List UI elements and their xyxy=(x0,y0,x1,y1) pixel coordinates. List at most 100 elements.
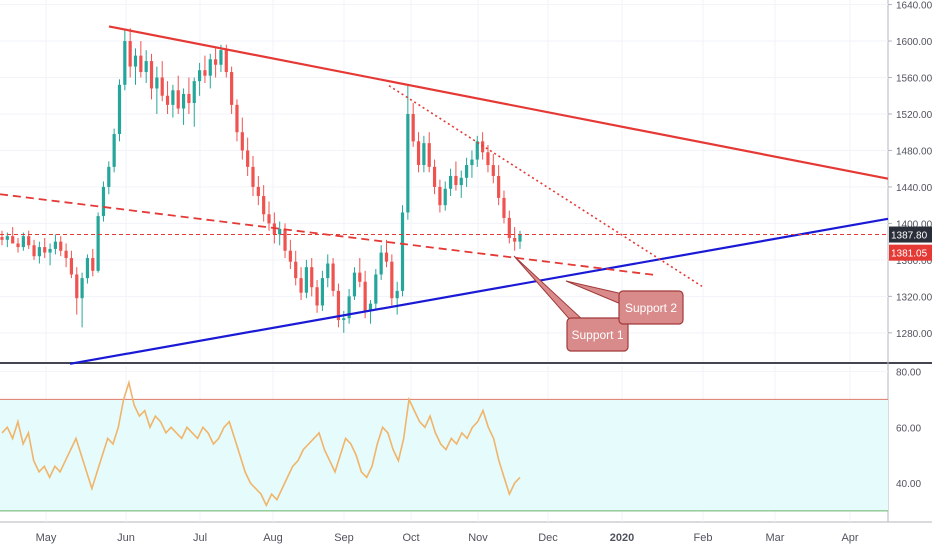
dotted-downtrend-line xyxy=(388,85,703,287)
x-tick-label: Aug xyxy=(263,532,283,544)
candle-body xyxy=(59,241,63,251)
candle-body xyxy=(320,278,325,306)
candle-body xyxy=(21,236,25,248)
y-tick-label: 1360.00 xyxy=(896,256,932,267)
oscillator-line xyxy=(1,379,521,508)
candle-body xyxy=(101,186,106,217)
candle-body xyxy=(400,212,405,291)
candle-body xyxy=(235,104,239,133)
candle-body xyxy=(80,278,84,299)
price-label-box xyxy=(889,244,932,261)
candle-body xyxy=(240,132,244,151)
candle-body xyxy=(358,272,362,282)
candle-body xyxy=(128,41,132,67)
candle-body xyxy=(368,303,373,311)
candle-body xyxy=(75,274,79,299)
candle-body xyxy=(251,166,255,187)
oscillator-y-tick-label: 80.00 xyxy=(896,368,921,379)
candle-body xyxy=(459,177,463,186)
candle-body xyxy=(481,141,485,153)
candle-body xyxy=(5,236,9,240)
candle-body xyxy=(395,290,399,299)
candle-body xyxy=(192,81,196,104)
y-tick-label: 1440.00 xyxy=(896,183,932,194)
candle-body xyxy=(315,287,319,306)
oscillator xyxy=(1,379,521,508)
candle-body xyxy=(203,70,207,76)
candle-body xyxy=(294,261,298,279)
candle-body xyxy=(32,245,36,257)
candle-body xyxy=(48,248,52,253)
candle-body xyxy=(342,318,346,321)
candle-body xyxy=(0,237,4,240)
candle-body xyxy=(518,234,522,242)
support-2-callout[interactable]: Support 2 xyxy=(565,280,684,325)
candle-body xyxy=(347,296,351,319)
x-tick-label: Jun xyxy=(117,532,135,544)
trendlines xyxy=(0,25,889,365)
y-tick-label: 1560.00 xyxy=(896,74,932,85)
candle-body xyxy=(438,186,442,206)
candle-body xyxy=(406,113,410,213)
candle-body xyxy=(27,236,31,246)
candle-body xyxy=(208,59,212,76)
candle-body xyxy=(363,281,367,311)
candle-body xyxy=(411,113,415,142)
candle-body xyxy=(304,267,308,293)
candle-body xyxy=(278,228,282,235)
candle-body xyxy=(149,61,154,89)
oscillator-y-tick-label: 40.00 xyxy=(896,479,921,490)
candle-body xyxy=(422,143,426,166)
support-1-callout[interactable]: Support 1 xyxy=(513,255,629,352)
candle-body xyxy=(246,150,250,167)
y-tick-label: 1280.00 xyxy=(896,329,932,340)
y-tick-label: 1600.00 xyxy=(896,37,932,48)
candle-body xyxy=(502,197,506,218)
candle-body xyxy=(230,72,234,105)
candle-body xyxy=(165,95,170,105)
candle-body xyxy=(262,196,266,215)
x-tick-label: May xyxy=(36,532,57,544)
candle-body xyxy=(96,216,100,271)
x-tick-label: Apr xyxy=(841,532,858,544)
price-label-text: 1387.80 xyxy=(891,231,928,242)
candle-body xyxy=(299,278,303,293)
price-pane-background xyxy=(0,0,888,362)
candle-body xyxy=(144,61,148,73)
candle-body xyxy=(475,141,479,160)
candle-body xyxy=(219,50,223,65)
candle-body xyxy=(427,143,431,167)
candle-body xyxy=(53,241,58,249)
candle-body xyxy=(513,237,517,242)
oscillator-band-fill xyxy=(0,399,888,511)
candle-body xyxy=(187,93,191,104)
candle-body xyxy=(64,250,68,259)
candle-body xyxy=(432,166,437,187)
price-labels: 1387.80 1381.05 xyxy=(889,226,932,261)
candle-body xyxy=(85,258,90,279)
candle-body xyxy=(267,214,271,224)
candle-body xyxy=(117,84,122,135)
candles xyxy=(0,28,522,333)
candle-body xyxy=(37,247,41,257)
candle-body xyxy=(224,50,228,73)
candle-body xyxy=(176,90,180,109)
candle-body xyxy=(326,263,330,279)
x-tick-label: 2020 xyxy=(610,532,634,544)
candle-body xyxy=(43,247,47,253)
candle-body xyxy=(454,175,458,186)
candle-body xyxy=(11,236,15,244)
candle-body xyxy=(443,188,447,206)
support-2-label: Support 2 xyxy=(625,301,677,315)
candle-body xyxy=(331,263,335,291)
candle-body xyxy=(470,159,474,166)
candle-body xyxy=(379,252,383,275)
resistance-trendline xyxy=(108,25,889,180)
x-tick-label: Feb xyxy=(694,532,713,544)
candle-body xyxy=(123,41,127,85)
candle-body xyxy=(464,165,469,178)
y-tick-label: 1480.00 xyxy=(896,146,932,157)
oscillator-band xyxy=(0,398,888,512)
